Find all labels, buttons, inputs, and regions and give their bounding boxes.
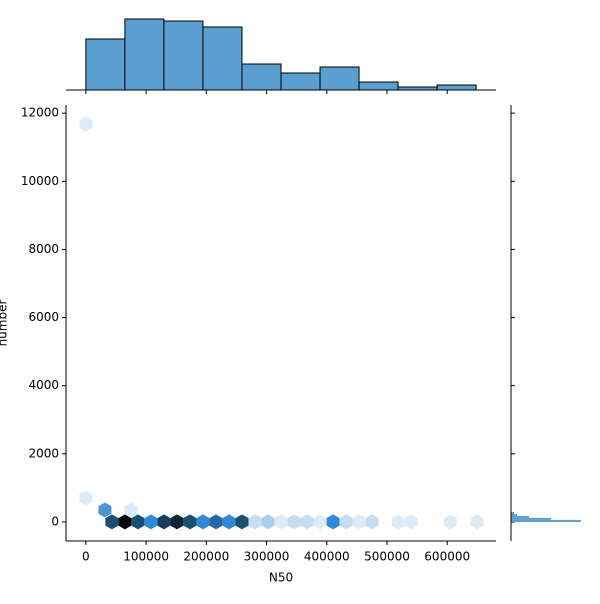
y-axis-label: number bbox=[0, 300, 10, 347]
hexbin-cell bbox=[157, 514, 171, 530]
histogram-bar bbox=[124, 18, 165, 91]
histogram-bar bbox=[319, 66, 360, 91]
hexbin-cell bbox=[326, 514, 340, 530]
hexbin-cell bbox=[222, 514, 236, 530]
histogram-bar bbox=[436, 84, 477, 91]
y-tick-label: 2000 bbox=[28, 446, 59, 460]
x-tick-label: 600000 bbox=[424, 550, 470, 564]
y-tick-label: 12000 bbox=[21, 106, 59, 120]
hexbin-cell bbox=[261, 514, 275, 530]
hexbin-cell bbox=[287, 514, 301, 530]
hexbin-cell bbox=[79, 490, 93, 506]
y-tick-label: 6000 bbox=[28, 310, 59, 324]
hexbin-cell bbox=[352, 514, 366, 530]
y-tick-label: 8000 bbox=[28, 242, 59, 256]
hexbin-cell bbox=[183, 514, 197, 530]
histogram-bar bbox=[511, 515, 529, 518]
hexbin-cell bbox=[404, 514, 418, 530]
hexbin-cell bbox=[365, 514, 379, 530]
histogram-bar bbox=[358, 81, 399, 91]
hexbin-cell bbox=[209, 514, 223, 530]
hexbin-cell bbox=[144, 514, 158, 530]
hexbin-cell bbox=[248, 514, 262, 530]
hexbin-cell bbox=[98, 502, 112, 518]
hexbin-cell bbox=[124, 502, 138, 518]
hexbin-cell bbox=[170, 514, 184, 530]
hexbin-cell bbox=[118, 514, 132, 530]
hexbin-cell bbox=[391, 514, 405, 530]
x-tick-label: 100000 bbox=[123, 550, 169, 564]
hexbin-cell bbox=[443, 514, 457, 530]
hexbin-cell bbox=[339, 514, 353, 530]
hexbin-cell bbox=[131, 514, 145, 530]
histogram-bar bbox=[511, 519, 581, 522]
hexbin-cell bbox=[105, 514, 119, 530]
hexbin-cell bbox=[300, 514, 314, 530]
x-tick-label: 300000 bbox=[244, 550, 290, 564]
histogram-bar bbox=[85, 38, 126, 91]
histogram-bar bbox=[163, 20, 204, 91]
histogram-bar bbox=[241, 63, 282, 91]
hexbin-cell bbox=[79, 116, 93, 132]
x-axis-label: N50 bbox=[269, 571, 293, 585]
histogram-bar bbox=[202, 26, 243, 91]
histogram-bar bbox=[511, 517, 551, 520]
y-tick-label: 0 bbox=[51, 514, 59, 528]
hexbin-cell bbox=[470, 514, 484, 530]
hexbin-cell bbox=[313, 514, 327, 530]
x-tick-label: 400000 bbox=[304, 550, 350, 564]
histogram-bar bbox=[511, 511, 514, 514]
x-tick-label: 200000 bbox=[183, 550, 229, 564]
histogram-bar bbox=[511, 513, 517, 516]
hexbin-cell bbox=[274, 514, 288, 530]
y-tick-label: 10000 bbox=[21, 174, 59, 188]
hexbin-cell bbox=[235, 514, 249, 530]
hexbin-cell bbox=[196, 514, 210, 530]
y-tick-label: 4000 bbox=[28, 378, 59, 392]
x-tick-label: 500000 bbox=[364, 550, 410, 564]
x-tick-label: 0 bbox=[82, 550, 90, 564]
histogram-bar bbox=[280, 72, 321, 91]
